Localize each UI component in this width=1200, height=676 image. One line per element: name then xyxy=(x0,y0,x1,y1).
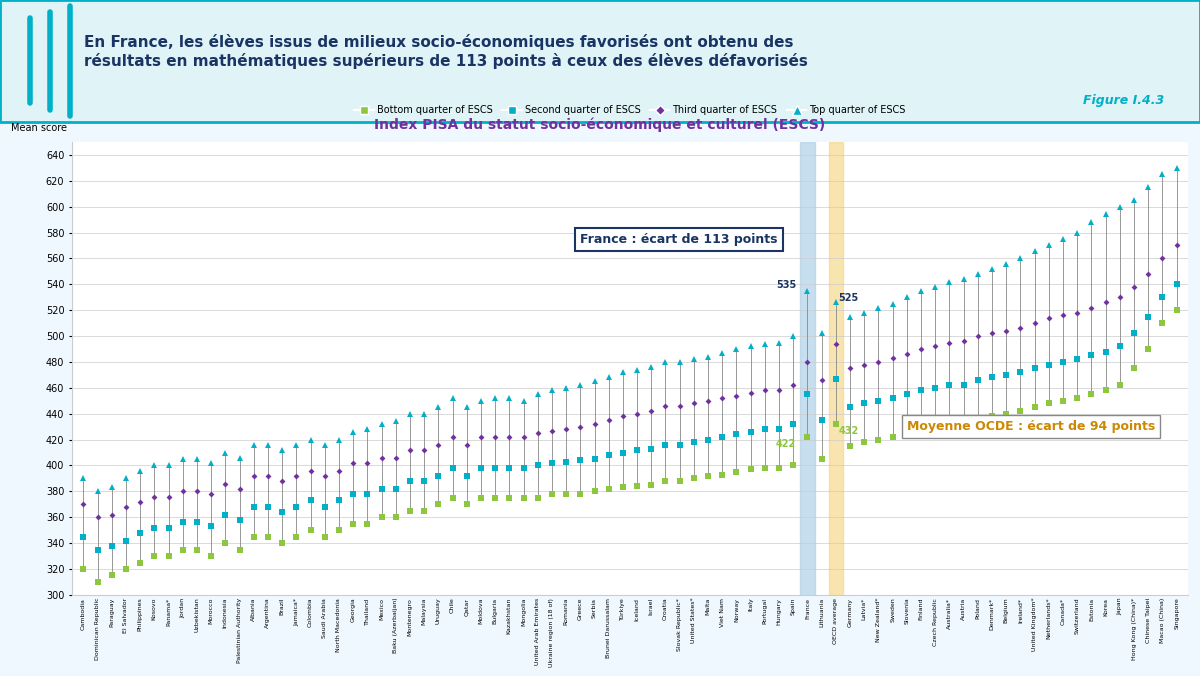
Text: Figure I.4.3: Figure I.4.3 xyxy=(1082,94,1164,107)
Text: 525: 525 xyxy=(839,293,859,303)
Text: Moyenne OCDE : écart de 94 points: Moyenne OCDE : écart de 94 points xyxy=(907,420,1156,433)
Text: 432: 432 xyxy=(839,427,859,437)
Text: France : écart de 113 points: France : écart de 113 points xyxy=(581,233,778,245)
Text: Mean score: Mean score xyxy=(11,123,67,133)
Bar xyxy=(800,142,815,595)
Legend: Bottom quarter of ESCS, Second quarter of ESCS, Third quarter of ESCS, Top quart: Bottom quarter of ESCS, Second quarter o… xyxy=(350,101,910,119)
Text: Index PISA du statut socio-économique et culturel (ESCS): Index PISA du statut socio-économique et… xyxy=(374,118,826,132)
Bar xyxy=(829,142,842,595)
Text: 422: 422 xyxy=(776,439,796,450)
FancyBboxPatch shape xyxy=(0,0,1200,122)
Text: 535: 535 xyxy=(776,280,796,290)
Text: En France, les élèves issus de milieux socio-économiques favorisés ont obtenu de: En France, les élèves issus de milieux s… xyxy=(84,34,808,69)
